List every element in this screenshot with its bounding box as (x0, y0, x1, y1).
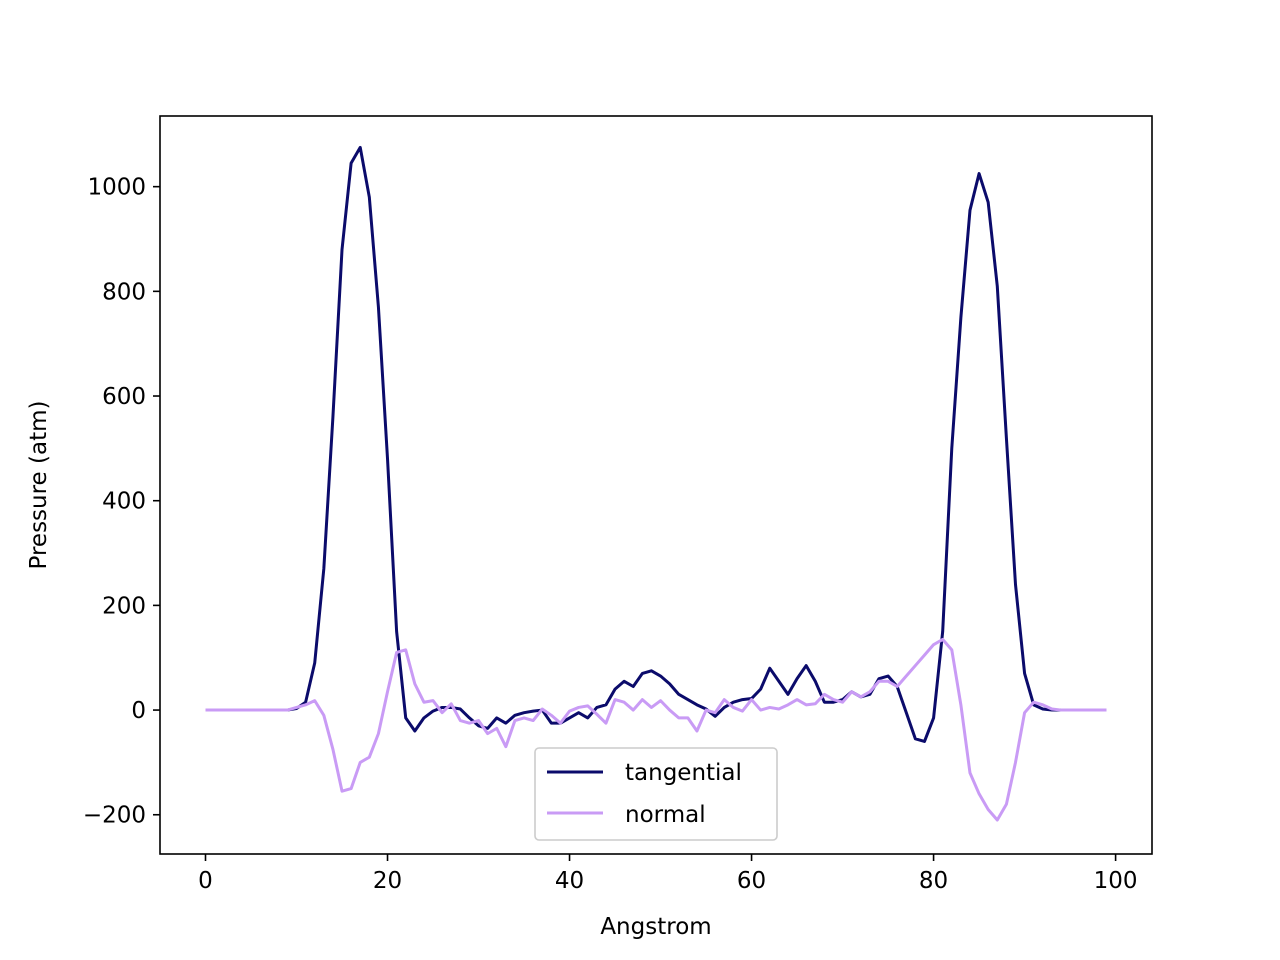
y-tick-label: 1000 (87, 175, 146, 201)
x-tick-label: 20 (373, 868, 402, 894)
y-tick-label: 0 (131, 698, 146, 724)
series-line-normal (205, 637, 1107, 822)
y-axis-label: Pressure (atm) (26, 401, 52, 570)
legend-label-tangential: tangential (625, 760, 742, 786)
y-tick-label: 200 (102, 593, 146, 619)
series-layer (205, 145, 1107, 822)
y-tick-label: −200 (83, 803, 146, 829)
x-tick-label: 60 (737, 868, 766, 894)
y-axis: −200 0 200 400 600 800 1000 (83, 175, 160, 829)
x-axis: 0 20 40 60 80 100 (198, 854, 1138, 894)
plot-frame (159, 115, 1153, 855)
series-line-tangential (205, 145, 1107, 743)
x-tick-label: 0 (198, 868, 213, 894)
x-tick-label: 40 (555, 868, 584, 894)
legend: tangential normal (534, 747, 778, 841)
legend-label-normal: normal (625, 802, 706, 828)
y-tick-label: 600 (102, 384, 146, 410)
y-tick-label: 400 (102, 489, 146, 515)
y-tick-label: 800 (102, 279, 146, 305)
x-tick-label: 100 (1094, 868, 1138, 894)
x-tick-label: 80 (919, 868, 948, 894)
x-axis-label: Angstrom (600, 914, 711, 940)
